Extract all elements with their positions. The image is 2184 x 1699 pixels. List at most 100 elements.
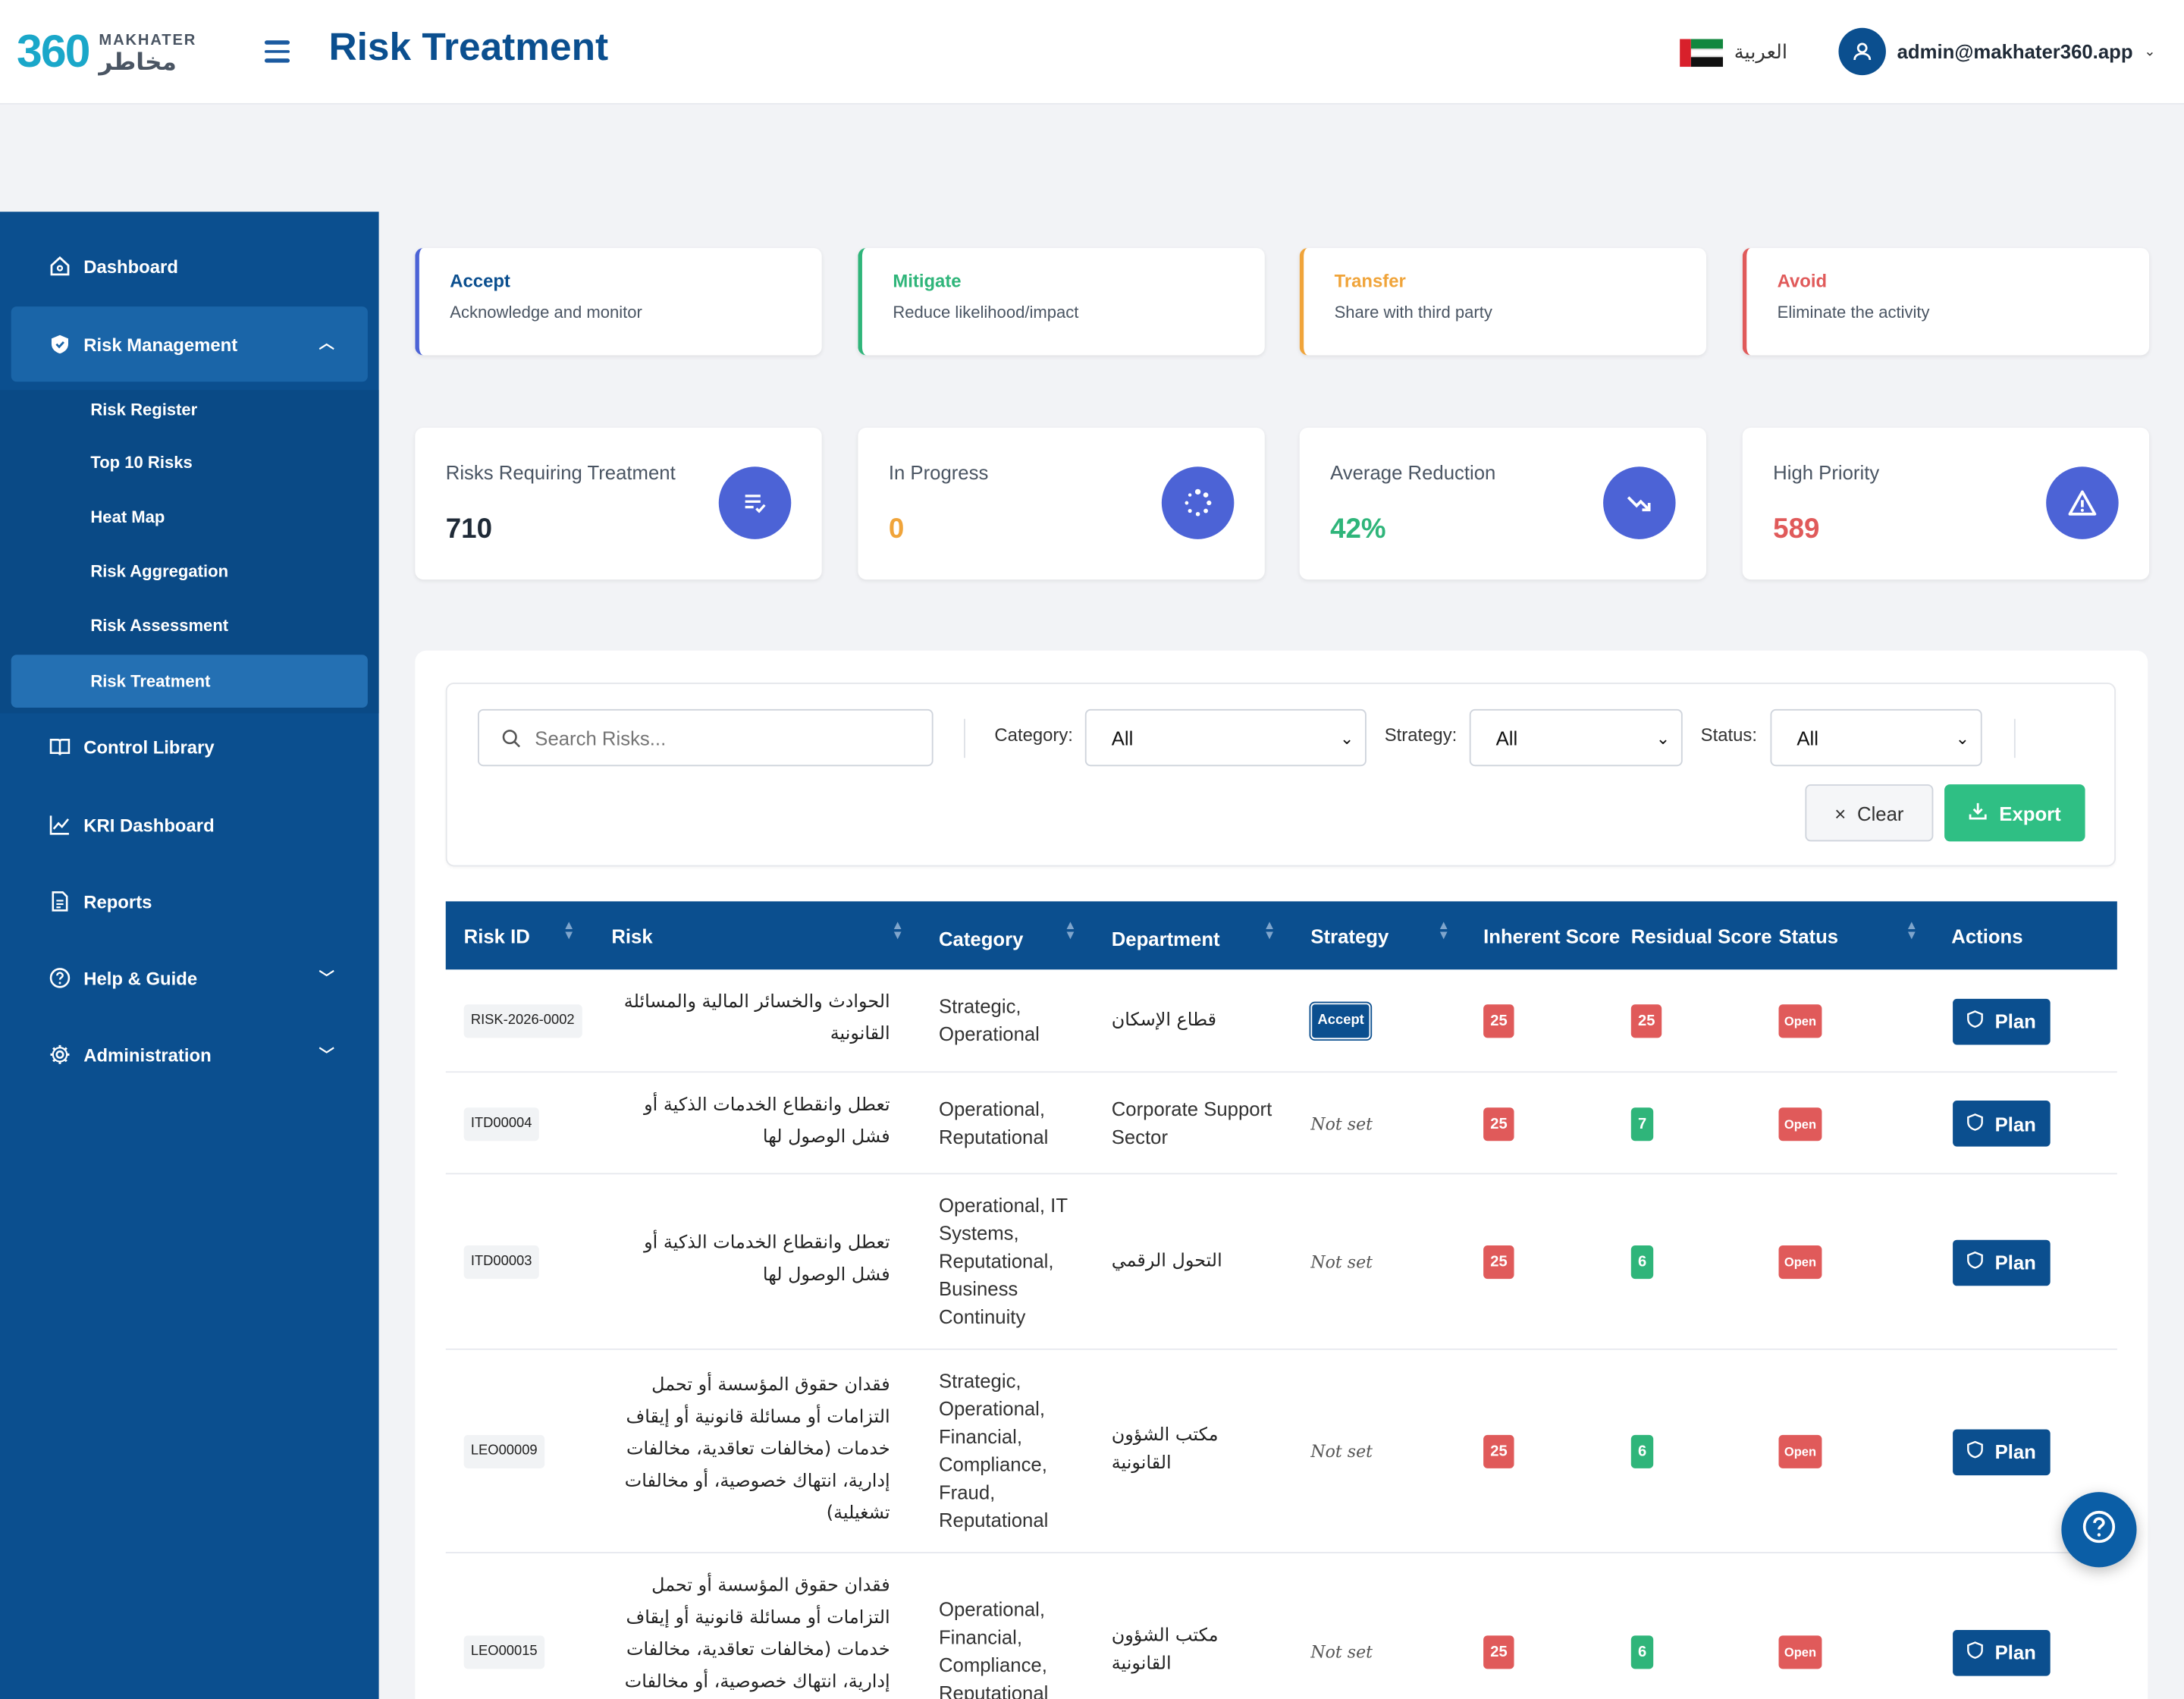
risk-id[interactable]: ITD00003	[463, 1245, 539, 1280]
table-row: LEO00015 فقدان حقوق المؤسسة أو تحمل التز…	[445, 1553, 2117, 1699]
sort-icon: ▲ ▼	[1263, 918, 1276, 942]
strategy-badge: Accept	[1309, 1001, 1373, 1041]
plan-button[interactable]: Plan	[1953, 1428, 2051, 1475]
sidebar-subitem-top-10-risks[interactable]: Top 10 Risks	[90, 452, 193, 473]
sidebar-item-dashboard[interactable]: Dashboard	[11, 238, 368, 294]
user-avatar-icon	[1838, 27, 1886, 76]
stat-label: High Priority	[1773, 460, 1880, 484]
sort-icon: ▲ ▼	[891, 918, 904, 942]
sort-icon: ▲ ▼	[1064, 918, 1077, 942]
sidebar-subitem-risk-treatment[interactable]: Risk Treatment	[11, 655, 368, 708]
shield-outline-icon	[1967, 1248, 1984, 1277]
strategy-title: Mitigate	[893, 270, 962, 291]
column-header-category[interactable]: Category	[938, 927, 1024, 950]
language-switcher[interactable]: العربية	[1680, 36, 1787, 70]
menu-toggle-icon[interactable]	[262, 36, 292, 64]
risk-id[interactable]: RISK-2026-0002	[463, 1004, 582, 1038]
sidebar-subitem-risk-aggregation[interactable]: Risk Aggregation	[90, 561, 229, 581]
top-header: 360 MAKHATER مخاطر Risk Treatment العربي…	[0, 0, 2184, 105]
help-button[interactable]	[2061, 1492, 2137, 1568]
risk-id[interactable]: ITD00004	[463, 1107, 539, 1141]
category-select[interactable]: All ⌄	[1084, 708, 1367, 767]
language-label: العربية	[1734, 42, 1788, 64]
strategy-card-transfer: Transfer Share with third party	[1299, 247, 1706, 356]
status-badge: Open	[1778, 1107, 1822, 1141]
column-header-strategy[interactable]: Strategy	[1310, 924, 1389, 947]
chevron-down-icon: ⌄	[2144, 43, 2156, 60]
sidebar-subitem-risk-register[interactable]: Risk Register	[90, 400, 198, 419]
chevron-down-icon: ﹀	[318, 1047, 334, 1065]
risk-id[interactable]: LEO00009	[463, 1434, 544, 1468]
strategy-desc: Eliminate the activity	[1777, 302, 1930, 322]
table-row: RISK-2026-0002 الحوادث والخسائر المالية …	[445, 969, 2117, 1073]
column-header-inherent-score[interactable]: Inherent Score	[1483, 924, 1621, 947]
status-badge: Open	[1778, 1635, 1822, 1669]
warning-icon	[2046, 466, 2119, 539]
stat-label: Average Reduction	[1330, 460, 1496, 484]
export-label: Export	[1999, 802, 2061, 824]
stat-value: 589	[1773, 513, 1820, 545]
risk-id[interactable]: LEO00015	[463, 1635, 544, 1669]
risk-description: فقدان حقوق المؤسسة أو تحمل التزامات أو م…	[624, 1575, 890, 1693]
clear-label: Clear	[1857, 802, 1904, 824]
residual-score-badge: 6	[1630, 1434, 1654, 1468]
risk-description: الحوادث والخسائر المالية والمسائلة القان…	[623, 991, 890, 1045]
status-select[interactable]: All ⌄	[1770, 708, 1982, 767]
status-select-value: All	[1796, 726, 1818, 749]
strategy-card-mitigate: Mitigate Reduce likelihood/impact	[858, 247, 1265, 356]
user-email: admin@makhater360.app	[1897, 40, 2133, 63]
risk-department: قطاع الإسكان	[1111, 1010, 1217, 1032]
risk-category: Operational, Financial, Compliance, Repu…	[938, 1597, 1049, 1699]
sidebar-item-help-guide[interactable]: Help & Guide ﹀	[11, 950, 368, 1006]
table-row: ITD00003 تعطل وانقطاع الخدمات الذكية أو …	[445, 1174, 2117, 1350]
sidebar-item-label: KRI Dashboard	[83, 814, 215, 836]
sidebar-item-label: Administration	[83, 1044, 212, 1066]
search-input[interactable]	[535, 726, 897, 749]
sidebar-item-risk-management[interactable]: Risk Management ︿	[11, 306, 368, 382]
help-circle-icon	[2081, 1508, 2117, 1551]
stat-value: 710	[445, 513, 493, 545]
column-header-status[interactable]: Status	[1778, 924, 1839, 947]
strategy-card-accept: Accept Acknowledge and monitor	[415, 247, 822, 356]
strategy-title: Avoid	[1777, 270, 1828, 291]
column-header-risk[interactable]: Risk	[611, 924, 653, 947]
sidebar-item-control-library[interactable]: Control Library	[11, 719, 368, 774]
status-badge: Open	[1778, 1004, 1822, 1038]
user-menu[interactable]: admin@makhater360.app ⌄	[1838, 27, 2156, 76]
filter-divider	[2013, 718, 2016, 758]
sidebar-item-label: Dashboard	[83, 256, 178, 277]
sort-icon: ▲ ▼	[1905, 918, 1919, 942]
sidebar-item-reports[interactable]: Reports	[11, 874, 368, 929]
sidebar-subitem-heat-map[interactable]: Heat Map	[90, 507, 165, 527]
export-button[interactable]: Export	[1944, 784, 2085, 842]
residual-score-badge: 6	[1630, 1635, 1654, 1669]
plan-button[interactable]: Plan	[1953, 1629, 2051, 1675]
plan-button[interactable]: Plan	[1953, 1101, 2051, 1147]
uae-flag-icon	[1680, 39, 1724, 68]
chevron-down-icon: ﹀	[318, 971, 334, 988]
filter-divider	[964, 718, 965, 758]
inherent-score-badge: 25	[1483, 1434, 1514, 1468]
sidebar-subitem-risk-assessment[interactable]: Risk Assessment	[90, 615, 229, 636]
plan-button[interactable]: Plan	[1953, 998, 2051, 1044]
status-filter-label: Status:	[1700, 724, 1757, 746]
logo-number: 360	[17, 25, 90, 77]
column-header-department[interactable]: Department	[1111, 927, 1220, 950]
sidebar-item-kri-dashboard[interactable]: KRI Dashboard	[11, 797, 368, 853]
strategy-desc: Acknowledge and monitor	[450, 302, 642, 322]
sidebar-item-administration[interactable]: Administration ﹀	[11, 1027, 368, 1082]
search-box[interactable]	[477, 708, 934, 767]
strategy-card-avoid: Avoid Eliminate the activity	[1742, 247, 2150, 356]
column-header-residual-score[interactable]: Residual Score	[1630, 924, 1772, 947]
clear-button[interactable]: × Clear	[1805, 784, 1934, 842]
app-logo[interactable]: 360 MAKHATER مخاطر	[17, 25, 198, 80]
risk-department: مكتب الشؤون القانونية	[1111, 1625, 1219, 1675]
column-header-risk-id[interactable]: Risk ID	[463, 924, 530, 947]
plan-button[interactable]: Plan	[1953, 1239, 2051, 1286]
table-row: LEO00009 فقدان حقوق المؤسسة أو تحمل التز…	[445, 1349, 2117, 1553]
strategy-select-value: All	[1495, 726, 1518, 749]
strategy-not-set: Not set	[1310, 1642, 1373, 1663]
strategy-desc: Share with third party	[1334, 302, 1492, 322]
stat-card-requiring-treatment: Risks Requiring Treatment 710	[415, 427, 822, 580]
strategy-select[interactable]: All ⌄	[1469, 708, 1683, 767]
